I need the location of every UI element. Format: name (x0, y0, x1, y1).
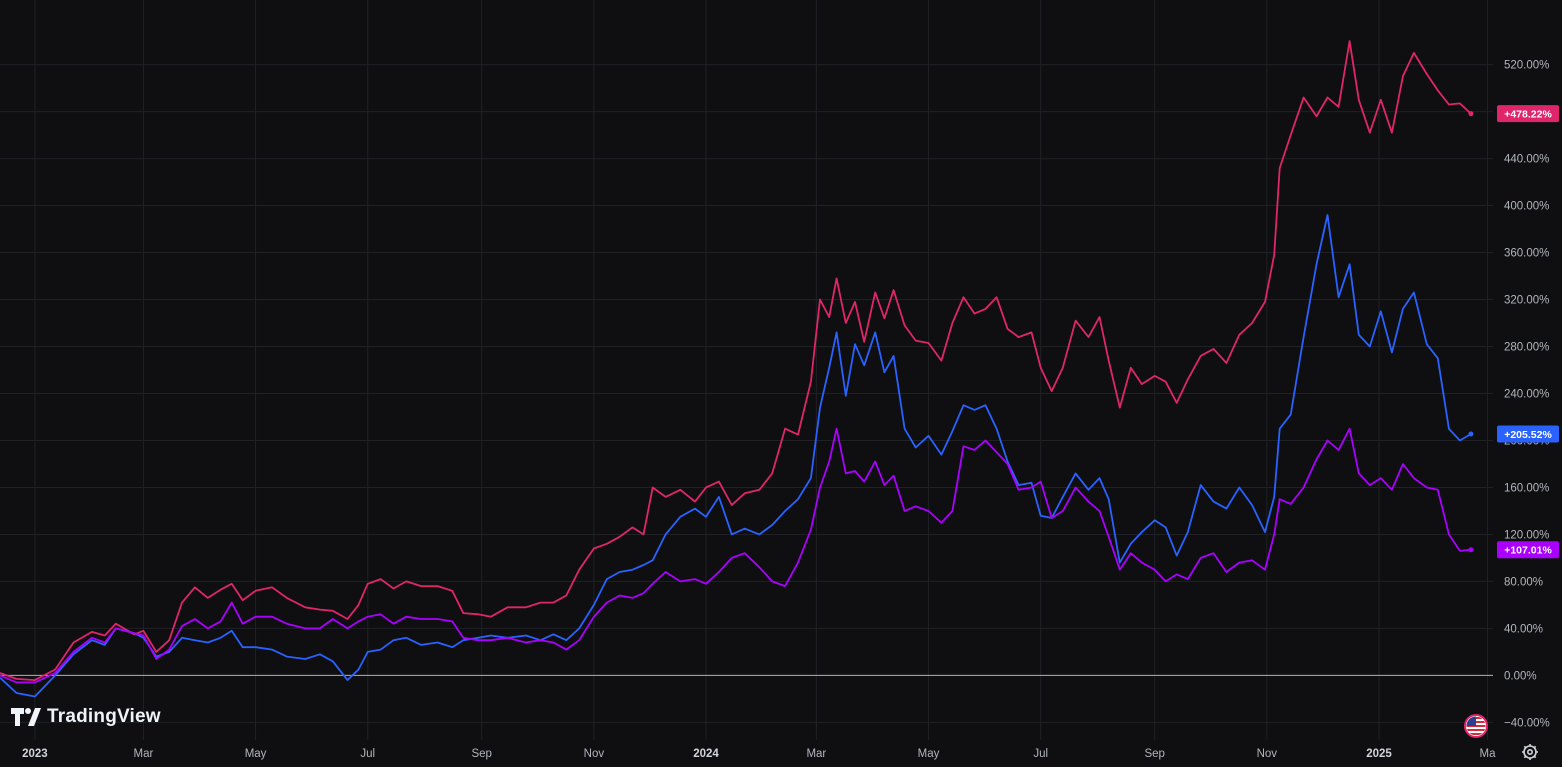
y-tick-label: 440.00% (1504, 154, 1549, 166)
series-layer (0, 40, 1474, 698)
x-tick-label: Mar (806, 748, 826, 760)
badge-label: +478.22% (1504, 109, 1552, 121)
x-tick-label: Sep (1144, 748, 1164, 760)
badge-background (1497, 541, 1559, 559)
y-tick-label: 240.00% (1504, 388, 1549, 400)
x-tick-label: 2025 (1366, 748, 1392, 760)
y-tick-label: 400.00% (1504, 201, 1549, 213)
badge-background (1497, 105, 1559, 123)
y-tick-label: 160.00% (1504, 482, 1549, 494)
gear-icon[interactable] (1520, 742, 1540, 762)
x-tick-label: Sep (471, 748, 491, 760)
last-value-badge-1: +205.52% (1497, 425, 1559, 443)
x-tick-label: 2024 (693, 748, 719, 760)
y-tick-label: 320.00% (1504, 295, 1549, 307)
y-tick-label: 280.00% (1504, 342, 1549, 354)
x-tick-label: Ma (1479, 748, 1496, 760)
us-flag-icon[interactable] (1464, 714, 1488, 738)
x-axis[interactable]: 2023 Mar May Jul Sep Nov 2024 Mar May Jul Sep Nov 20… (22, 748, 1496, 760)
x-tick-label: Jul (360, 748, 375, 760)
x-tick-label: Nov (1257, 748, 1278, 760)
y-tick-label: 360.00% (1504, 248, 1549, 260)
tradingview-logo-icon (11, 708, 41, 726)
y-axis[interactable]: 520.00%480.00%440.00%400.00%360.00%320.0… (1504, 60, 1550, 730)
badge-label: +205.52% (1504, 429, 1552, 441)
x-tick-label: 2023 (22, 748, 48, 760)
series-last-point-0 (1468, 111, 1474, 117)
grid (0, 0, 1493, 740)
x-tick-label: Mar (134, 748, 154, 760)
last-value-badge-2: +107.01% (1497, 541, 1559, 559)
last-value-badge-0: +478.22% (1497, 105, 1559, 123)
y-tick-label: 120.00% (1504, 529, 1549, 541)
series-last-point-2 (1468, 547, 1474, 553)
brand-name: TradingView (47, 706, 161, 727)
badge-label: +107.01% (1504, 545, 1552, 557)
x-tick-label: May (918, 748, 940, 760)
series-line-2[interactable] (0, 427, 1471, 684)
y-tick-label: 0.00% (1504, 670, 1537, 682)
series-line-0[interactable] (0, 40, 1472, 681)
tradingview-logo[interactable]: TradingView (11, 706, 161, 728)
series-line-1[interactable] (0, 214, 1472, 698)
x-tick-label: Jul (1033, 748, 1048, 760)
y-tick-label: −40.00% (1504, 717, 1550, 729)
x-tick-label: Nov (584, 748, 605, 760)
series-last-point-1 (1468, 431, 1474, 437)
x-tick-label: May (245, 748, 267, 760)
y-tick-label: 80.00% (1504, 576, 1543, 588)
last-value-badges: +478.22% +205.52% +107.01% (1497, 105, 1559, 559)
badge-background (1497, 425, 1559, 443)
y-tick-label: 40.00% (1504, 623, 1543, 635)
y-tick-label: 520.00% (1504, 60, 1549, 72)
